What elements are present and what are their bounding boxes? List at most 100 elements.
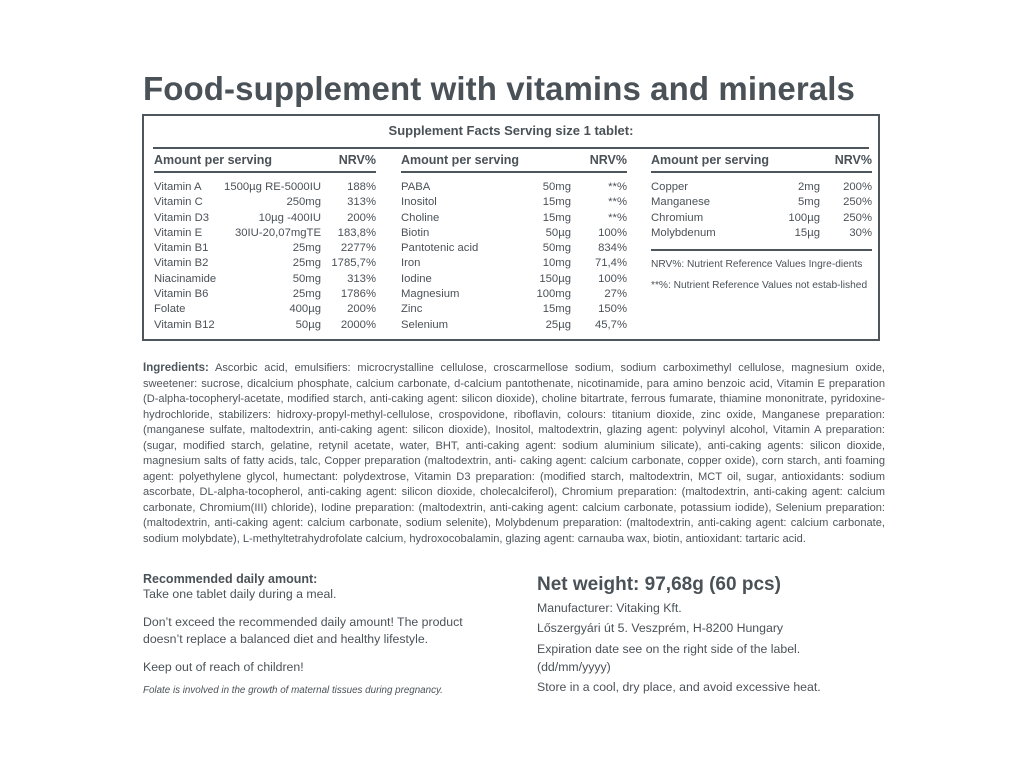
nutrient-row: Vitamin D3 10µg -400IU 200% bbox=[154, 211, 376, 226]
expiration-note: Expiration date see on the right side of… bbox=[537, 642, 801, 674]
ingredients-paragraph: Ingredients: Ascorbic acid, emulsifiers:… bbox=[143, 361, 885, 547]
nutrient-nrv: **% bbox=[608, 181, 627, 193]
nutrient-amount: 50mg bbox=[292, 272, 321, 285]
nutrient-row: Vitamin B1 25mg 2277% bbox=[154, 241, 376, 256]
nutrient-amount: 100µg bbox=[788, 211, 820, 224]
nutrient-name: Vitamin B12 bbox=[154, 318, 215, 331]
nutrient-amount: 25mg bbox=[292, 257, 321, 270]
nutrient-nrv: 183,8% bbox=[337, 226, 376, 239]
amount-header: Amount per serving bbox=[154, 153, 273, 167]
nutrient-nrv: 1786% bbox=[340, 288, 376, 301]
nutrient-name: Inositol bbox=[401, 196, 437, 209]
nutrient-name: Vitamin B2 bbox=[154, 257, 209, 270]
nutrient-amount: 50µg bbox=[295, 318, 321, 331]
nutrient-nrv: 150% bbox=[598, 303, 627, 316]
nutrient-row: Vitamin A 1500µg RE-5000IU 188% bbox=[154, 180, 376, 195]
nutrient-row: Vitamin B6 25mg 1786% bbox=[154, 287, 376, 302]
nutrient-row: Chromium 100µg 250% bbox=[651, 211, 872, 226]
nutrient-name: Chromium bbox=[651, 211, 704, 224]
nutrient-amount: 15mg bbox=[542, 211, 571, 224]
nutrient-nrv: 71,4% bbox=[594, 257, 627, 270]
facts-header: Supplement Facts Serving size 1 tablet: bbox=[388, 123, 634, 138]
nrv-header: NRV% bbox=[834, 153, 872, 167]
nutrient-nrv: 100% bbox=[598, 272, 627, 285]
nutrient-amount: 5mg bbox=[798, 196, 820, 209]
nutrient-amount: 250mg bbox=[286, 196, 321, 209]
address: Lőszergyári út 5. Veszprém, H-8200 Hunga… bbox=[537, 621, 784, 635]
nutrient-nrv: 313% bbox=[347, 196, 376, 209]
nutrient-nrv: **% bbox=[608, 196, 627, 209]
nutrient-name: Niacinamide bbox=[154, 272, 217, 285]
nutrient-name: Vitamin A bbox=[154, 181, 202, 193]
supplement-facts-table: Supplement Facts Serving size 1 tablet: … bbox=[142, 114, 880, 341]
recommended-title: Recommended daily amount: bbox=[143, 572, 318, 586]
facts-column-minerals: Amount per serving NRV% PABA 50mg **% Inos… bbox=[401, 151, 627, 333]
dosage-text: Take one tablet daily during a meal. bbox=[143, 587, 337, 601]
recommended-section: Recommended daily amount: Take one table… bbox=[143, 572, 503, 696]
column-header: Amount per serving NRV% bbox=[154, 151, 376, 173]
nutrient-name: Vitamin C bbox=[154, 196, 203, 209]
nutrient-name: Selenium bbox=[401, 318, 449, 331]
nutrient-row: PABA 50mg **% bbox=[401, 180, 627, 195]
nrv-header: NRV% bbox=[338, 153, 376, 167]
ingredients-text: Ascorbic acid, emulsifiers: microcrystal… bbox=[143, 362, 885, 545]
nutrient-name: Vitamin B6 bbox=[154, 288, 209, 301]
nrv-header: NRV% bbox=[589, 153, 627, 167]
nutrient-amount: 100mg bbox=[536, 288, 571, 301]
notes-divider bbox=[651, 249, 872, 252]
nutrient-row: Iodine 150µg 100% bbox=[401, 272, 627, 287]
nutrient-row: Choline 15mg **% bbox=[401, 211, 627, 226]
nutrient-rows: Copper 2mg 200% Manganese 5mg 250% Chromium 1… bbox=[651, 180, 872, 241]
nutrient-amount: 2mg bbox=[798, 181, 820, 193]
nutrient-amount: 25µg bbox=[545, 318, 571, 331]
facts-column-vitamins: Amount per serving NRV% Vitamin A 1500µg … bbox=[154, 151, 376, 333]
nutrient-name: Vitamin D3 bbox=[154, 211, 210, 224]
nutrient-row: Vitamin B2 25mg 1785,7% bbox=[154, 256, 376, 271]
nutrient-nrv: 30% bbox=[849, 226, 872, 239]
nutrient-amount: 50µg bbox=[545, 226, 571, 239]
nutrient-amount: 400µg bbox=[289, 303, 321, 316]
nutrient-row: Biotin 50µg 100% bbox=[401, 226, 627, 241]
nutrient-name: Biotin bbox=[401, 226, 430, 239]
nutrient-name: Iron bbox=[401, 257, 421, 270]
not-established-note: **%: Nutrient Reference Values not estab… bbox=[651, 280, 868, 292]
nutrient-row: Manganese 5mg 250% bbox=[651, 195, 872, 210]
nutrient-rows: PABA 50mg **% Inositol 15mg **% Choline 15mg *… bbox=[401, 180, 627, 333]
nutrient-nrv: 27% bbox=[604, 288, 627, 301]
nutrient-nrv: 250% bbox=[843, 196, 872, 209]
nutrient-row: Vitamin C 250mg 313% bbox=[154, 195, 376, 210]
nutrient-amount: 30IU-20,07mgTE bbox=[234, 226, 321, 239]
nutrient-nrv: 313% bbox=[347, 272, 376, 285]
nutrient-amount: 25mg bbox=[292, 288, 321, 301]
nutrient-nrv: 2277% bbox=[340, 242, 376, 255]
nutrient-row: Vitamin B12 50µg 2000% bbox=[154, 318, 376, 333]
nutrient-nrv: 250% bbox=[843, 211, 872, 224]
ingredients-label: Ingredients: bbox=[143, 362, 209, 374]
nutrient-name: Choline bbox=[401, 211, 440, 224]
folate-note: Folate is involved in the growth of mate… bbox=[143, 685, 443, 696]
nutrient-name: Copper bbox=[651, 181, 689, 193]
nutrient-name: Vitamin B1 bbox=[154, 242, 209, 255]
nutrient-amount: 15mg bbox=[542, 303, 571, 316]
nutrient-nrv: 1785,7% bbox=[331, 257, 376, 270]
amount-header: Amount per serving bbox=[651, 153, 770, 167]
net-weight: Net weight: 97,68g (60 pcs) bbox=[537, 574, 781, 595]
nutrient-name: Manganese bbox=[651, 196, 711, 209]
facts-column-trace-elements: Amount per serving NRV% Copper 2mg 200% Ma… bbox=[651, 151, 872, 293]
nutrient-nrv: 200% bbox=[347, 303, 376, 316]
nutrient-row: Molybdenum 15µg 30% bbox=[651, 226, 872, 241]
nutrient-nrv: 45,7% bbox=[594, 318, 627, 331]
nutrient-row: Copper 2mg 200% bbox=[651, 180, 872, 195]
nutrient-row: Folate 400µg 200% bbox=[154, 302, 376, 317]
nutrient-row: Magnesium 100mg 27% bbox=[401, 287, 627, 302]
nutrient-row: Niacinamide 50mg 313% bbox=[154, 272, 376, 287]
nutrient-nrv: 2000% bbox=[340, 318, 376, 331]
nutrient-amount: 10µg -400IU bbox=[258, 211, 321, 224]
nutrient-name: PABA bbox=[401, 181, 431, 193]
nutrient-amount: 150µg bbox=[539, 272, 571, 285]
nutrient-name: Iodine bbox=[401, 272, 432, 285]
nutrient-name: Magnesium bbox=[401, 288, 460, 301]
nutrient-row: Inositol 15mg **% bbox=[401, 195, 627, 210]
nutrient-amount: 15µg bbox=[794, 226, 820, 239]
nutrient-amount: 50mg bbox=[542, 181, 571, 193]
